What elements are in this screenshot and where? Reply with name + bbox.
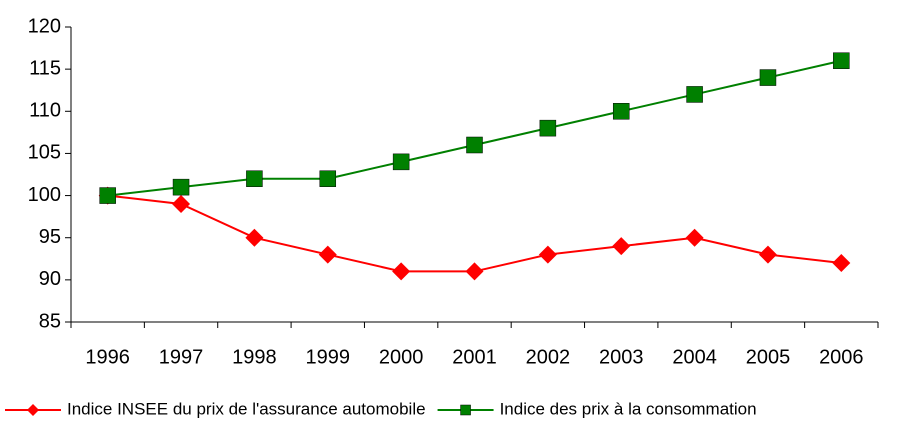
data-point [759,69,777,86]
data-point [612,237,631,256]
data-point [246,170,263,187]
x-tick-label: 2005 [746,346,791,368]
x-tick-label: 1996 [85,346,130,368]
data-point [538,245,557,264]
data-point [465,262,484,281]
x-tick-label: 2003 [599,346,644,368]
data-point [319,170,337,187]
x-tick-label: 2004 [672,346,717,368]
data-point [172,195,191,213]
y-tick-label: 95 [39,226,61,248]
data-point [318,245,337,264]
y-tick-label: 110 [29,100,61,122]
data-point [833,52,850,69]
data-point [612,103,630,120]
x-tick-label: 2002 [526,346,571,368]
series-line [107,59,842,197]
data-point [172,178,190,196]
y-tick-label: 120 [28,15,61,37]
data-point [392,153,410,171]
x-tick-label: 2000 [379,346,424,368]
y-tick-label: 100 [28,184,61,206]
series-line [107,194,842,273]
x-tick-label: 1998 [232,346,277,368]
legend-marker [27,404,39,416]
y-tick-label: 105 [28,142,61,164]
x-tick-label: 2006 [819,346,864,368]
data-point [99,187,116,204]
x-tick-label: 1999 [306,346,351,368]
legend-label: Indice INSEE du prix de l'assurance auto… [67,399,426,418]
legend-label: Indice des prix à la consommation [500,399,757,418]
data-point [392,262,411,281]
data-point [466,136,483,154]
data-point [539,119,557,137]
data-point [685,228,704,247]
y-tick-label: 85 [39,310,61,332]
y-tick-label: 90 [39,268,61,290]
y-tick-label: 115 [29,57,61,79]
legend-marker [460,404,471,416]
data-point [686,86,703,103]
data-point [245,228,264,247]
data-point [832,254,851,272]
data-point [758,245,777,264]
x-tick-label: 1997 [159,346,204,368]
x-tick-label: 2001 [452,346,497,368]
